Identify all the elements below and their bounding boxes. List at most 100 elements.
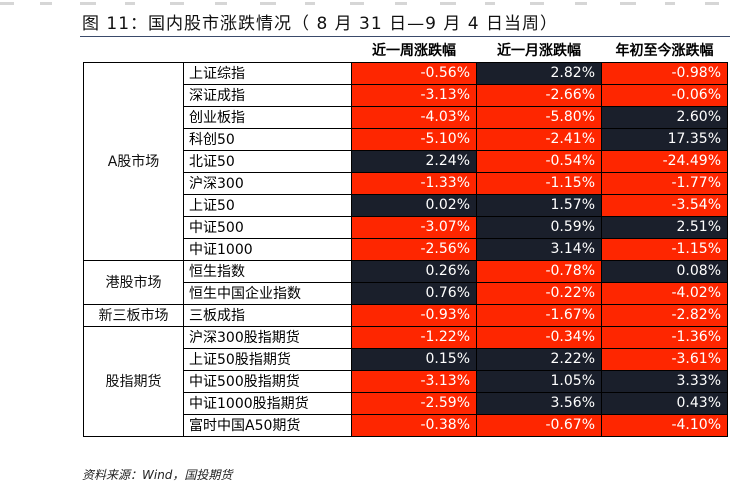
header-dash (80, 2, 96, 5)
change-value-cell: -2.56% (351, 237, 477, 261)
change-value-cell: -3.13% (351, 83, 477, 107)
change-value-cell: 2.22% (476, 347, 602, 371)
table-row: 深证成指 -3.13% -2.66% -0.06% (84, 83, 728, 107)
header-dash (260, 2, 276, 5)
change-value-cell: -0.22% (476, 281, 602, 305)
index-name-cell: 上证综指 (183, 61, 352, 85)
table-row: 富时中国A50期货 -0.38% -0.67% -4.10% (84, 413, 728, 437)
header-dash (620, 2, 636, 5)
index-name-cell: 中证1000股指期货 (183, 391, 352, 415)
change-value-cell: 2.82% (476, 61, 602, 85)
market-performance-table: 近一周涨跌幅 近一月涨跌幅 年初至今涨跌幅 A股市场 上证综指 -0.56% 2.82… (83, 38, 728, 437)
change-value-cell: -0.06% (601, 83, 728, 107)
change-value-cell: 0.76% (351, 281, 477, 305)
index-name-cell: 恒生中国企业指数 (183, 281, 352, 305)
change-value-cell: -4.03% (351, 105, 477, 129)
index-name-cell: 北证50 (183, 149, 352, 173)
change-value-cell: 1.05% (476, 369, 602, 393)
index-name-cell: 沪深300股指期货 (183, 325, 352, 349)
cropped-header-remnant (0, 0, 745, 7)
category-cell: 新三板市场 (83, 303, 184, 327)
change-value-cell: -3.54% (601, 193, 728, 217)
change-value-cell: -3.61% (601, 347, 728, 371)
header-ytd-change: 年初至今涨跌幅 (615, 42, 714, 59)
change-value-cell: -0.34% (476, 325, 602, 349)
table-row: 沪深300 -1.33% -1.15% -1.77% (84, 171, 728, 195)
change-value-cell: 2.60% (601, 105, 728, 129)
header-dash (485, 2, 495, 5)
index-name-cell: 中证500 (183, 215, 352, 239)
header-dash (170, 2, 184, 5)
index-name-cell: 深证成指 (183, 83, 352, 107)
change-value-cell: 2.24% (351, 149, 477, 173)
change-value-cell: -24.49% (601, 149, 728, 173)
index-name-cell: 科创50 (183, 127, 352, 151)
change-value-cell: -0.54% (476, 149, 602, 173)
change-value-cell: 0.15% (351, 347, 477, 371)
index-name-cell: 富时中国A50期货 (183, 413, 352, 437)
change-value-cell: -1.15% (601, 237, 728, 261)
change-value-cell: -5.10% (351, 127, 477, 151)
index-name-cell: 创业板指 (183, 105, 352, 129)
change-value-cell: 3.56% (476, 391, 602, 415)
change-value-cell: -1.22% (351, 325, 477, 349)
category-cell: A股市场 (83, 61, 184, 261)
source-note: 资料来源：Wind，国投期货 (82, 468, 233, 482)
change-value-cell: 1.57% (476, 193, 602, 217)
table-row: 中证500 -3.07% 0.59% 2.51% (84, 215, 728, 239)
change-value-cell: -2.41% (476, 127, 602, 151)
index-name-cell: 中证500股指期货 (183, 369, 352, 393)
header-month-change: 近一月涨跌幅 (497, 42, 581, 59)
change-value-cell: 3.14% (476, 237, 602, 261)
header-dash (530, 2, 544, 5)
header-dash (40, 2, 52, 5)
change-value-cell: -1.36% (601, 325, 728, 349)
table-row: 科创50 -5.10% -2.41% 17.35% (84, 127, 728, 151)
change-value-cell: -3.13% (351, 369, 477, 393)
header-dash (665, 2, 675, 5)
change-value-cell: -2.66% (476, 83, 602, 107)
header-dash (305, 2, 315, 5)
change-value-cell: 17.35% (601, 127, 728, 151)
change-value-cell: -0.56% (351, 61, 477, 85)
table-row: 中证1000 -2.56% 3.14% -1.15% (84, 237, 728, 261)
header-blank-index (184, 38, 352, 62)
change-value-cell: -2.59% (351, 391, 477, 415)
change-value-cell: -2.82% (601, 303, 728, 327)
change-value-cell: -4.10% (601, 413, 728, 437)
change-value-cell: -3.07% (351, 215, 477, 239)
change-value-cell: -0.67% (476, 413, 602, 437)
change-value-cell: 0.26% (351, 259, 477, 283)
change-value-cell: -1.15% (476, 171, 602, 195)
table-row: 上证50 0.02% 1.57% -3.54% (84, 193, 728, 217)
table-row: A股市场 上证综指 -0.56% 2.82% -0.98% (83, 61, 728, 261)
table-row: 中证500股指期货 -3.13% 1.05% 3.33% (84, 369, 728, 393)
change-value-cell: 0.02% (351, 193, 477, 217)
change-value-cell: -0.78% (476, 259, 602, 283)
change-value-cell: -4.02% (601, 281, 728, 305)
table-body: A股市场 上证综指 -0.56% 2.82% -0.98% 深证成指 -3.13% -2.66… (83, 61, 728, 437)
category-cell: 股指期货 (83, 325, 184, 437)
table-row: 北证50 2.24% -0.54% -24.49% (84, 149, 728, 173)
change-value-cell: 2.51% (601, 215, 728, 239)
index-name-cell: 三板成指 (183, 303, 352, 327)
index-name-cell: 沪深300 (183, 171, 352, 195)
table-row: 上证50股指期货 0.15% 2.22% -3.61% (84, 347, 728, 371)
header-dash (350, 2, 364, 5)
change-value-cell: 0.43% (601, 391, 728, 415)
header-blank-category (84, 38, 184, 62)
category-cell: 港股市场 (83, 259, 184, 305)
header-week-change: 近一周涨跌幅 (372, 42, 456, 59)
index-name-cell: 中证1000 (183, 237, 352, 261)
table-row: 港股市场 恒生指数 0.26% -0.78% 0.08% (83, 259, 728, 305)
change-value-cell: -0.93% (351, 303, 477, 327)
header-dash (125, 2, 135, 5)
figure-title: 图 11：国内股市涨跌情况（ 8 月 31 日—9 月 4 日当周） (82, 14, 558, 34)
header-dash (215, 2, 227, 5)
change-value-cell: 0.59% (476, 215, 602, 239)
index-name-cell: 上证50股指期货 (183, 347, 352, 371)
change-value-cell: -1.67% (476, 303, 602, 327)
change-value-cell: -5.80% (476, 105, 602, 129)
table-header-row: 近一周涨跌幅 近一月涨跌幅 年初至今涨跌幅 (84, 38, 728, 62)
change-value-cell: -1.77% (601, 171, 728, 195)
